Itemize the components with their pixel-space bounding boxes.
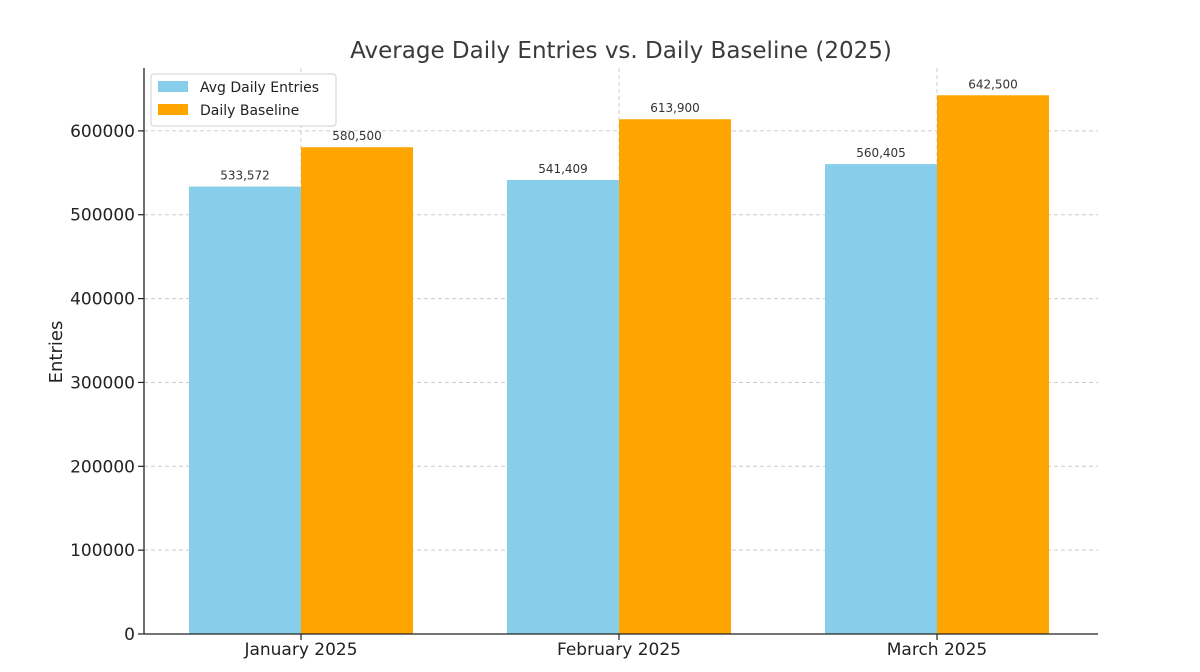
legend-box	[150, 73, 337, 127]
bar-daily-baseline	[301, 147, 413, 635]
bars	[189, 95, 1049, 635]
y-tick-label: 200000	[70, 457, 135, 477]
legend-swatch	[158, 104, 188, 115]
bar-value-label: 560,405	[856, 146, 906, 160]
y-tick-label: 100000	[70, 541, 135, 561]
bar-value-label: 613,900	[650, 101, 700, 115]
y-tick-label: 500000	[70, 206, 135, 226]
x-tick-label: February 2025	[557, 640, 681, 660]
x-tick-label: January 2025	[243, 640, 357, 660]
legend: Avg Daily Entries Daily Baseline	[150, 73, 337, 127]
axes	[143, 68, 1098, 635]
y-tick-label: 0	[124, 625, 135, 645]
data-labels: 533,572 541,409 560,405 580,500 613,900 642,5…	[220, 77, 1018, 182]
legend-label: Daily Baseline	[200, 103, 299, 119]
bar-value-label: 541,409	[538, 162, 588, 176]
y-tick-label: 600000	[70, 122, 135, 142]
y-tick-label: 300000	[70, 373, 135, 393]
chart-title: Average Daily Entries vs. Daily Baseline…	[350, 38, 892, 64]
bar-value-label: 533,572	[220, 169, 270, 183]
bar-avg-daily-entries	[507, 180, 619, 634]
bar-avg-daily-entries	[825, 164, 937, 634]
y-axis-label: Entries	[46, 321, 67, 384]
x-tick-label: March 2025	[887, 640, 988, 660]
legend-swatch	[158, 81, 188, 92]
tick-labels: 0 100000 200000 300000 400000 500000 600000 Jan…	[70, 122, 987, 660]
bar-daily-baseline	[937, 95, 1049, 635]
bar-value-label: 580,500	[332, 129, 382, 143]
bar-avg-daily-entries	[189, 186, 301, 634]
bar-daily-baseline	[619, 119, 731, 635]
legend-label: Avg Daily Entries	[200, 80, 319, 96]
y-tick-label: 400000	[70, 290, 135, 310]
bar-value-label: 642,500	[968, 77, 1018, 91]
